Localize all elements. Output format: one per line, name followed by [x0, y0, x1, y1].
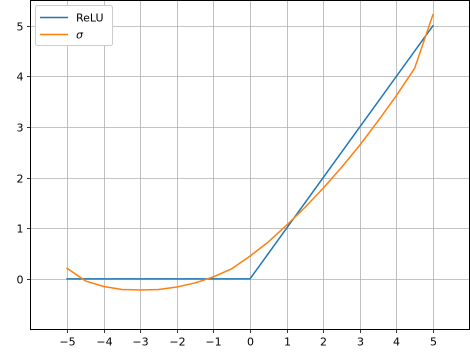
x-tick-label: −2	[169, 336, 185, 349]
x-tick-label: 2	[320, 336, 327, 349]
x-tick-label: 0	[247, 336, 254, 349]
x-tick-label: −3	[132, 336, 148, 349]
y-tick-label: 0	[17, 274, 24, 287]
legend-box	[35, 5, 113, 46]
x-tick-label: −1	[205, 336, 221, 349]
x-tick-label: 5	[430, 336, 437, 349]
legend-label-1: σ	[76, 29, 84, 42]
legend-label-0: ReLU	[76, 12, 104, 25]
series-line-0	[66, 24, 434, 280]
y-tick-label: 4	[17, 71, 24, 84]
x-tick-label: −5	[59, 336, 75, 349]
y-axis-ticks: 0 1 2 3 4 5	[17, 21, 31, 287]
x-tick-label: −4	[96, 336, 112, 349]
legend: ReLU σ	[35, 5, 113, 46]
y-tick-label: 1	[17, 223, 24, 236]
y-tick-label: 5	[17, 21, 24, 34]
x-tick-label: 1	[284, 336, 291, 349]
x-tick-label: 3	[357, 336, 364, 349]
series-line-1	[66, 13, 434, 291]
x-axis-ticks: −5 −4 −3 −2 −1 0 1 2 3 4 5	[59, 329, 437, 349]
x-tick-label: 4	[393, 336, 400, 349]
grid-lines	[30, 0, 470, 330]
series-lines	[66, 13, 434, 291]
y-tick-label: 3	[17, 122, 24, 135]
y-tick-label: 2	[17, 173, 24, 186]
plot-frame	[30, 0, 470, 330]
